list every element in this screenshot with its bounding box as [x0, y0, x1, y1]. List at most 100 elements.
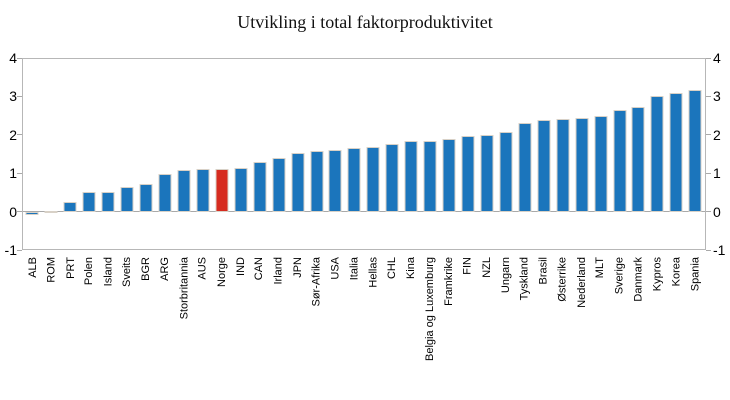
- bar: [480, 135, 494, 212]
- bar-slot: [175, 59, 194, 249]
- x-tick-label: Nederland: [575, 257, 588, 308]
- bar: [461, 136, 475, 212]
- bar: [575, 117, 589, 212]
- bar-slot: [402, 59, 421, 249]
- y-tick-right: [706, 211, 711, 213]
- bar-slot: [496, 59, 515, 249]
- x-tick-label: AUS: [196, 257, 209, 280]
- bar: [650, 95, 664, 212]
- bar-slot: [42, 59, 61, 249]
- bar-slot: [212, 59, 231, 249]
- bar: [272, 157, 286, 212]
- bar: [82, 192, 96, 212]
- x-label-slot: Island: [99, 257, 118, 397]
- bar: [385, 144, 399, 212]
- x-tick-label: Korea: [670, 257, 683, 287]
- x-tick-label: Hellas: [367, 257, 380, 288]
- y-tick-label-right: 3: [713, 88, 721, 105]
- bar: [669, 93, 683, 212]
- bar-slot: [288, 59, 307, 249]
- x-label-slot: Danmark: [629, 257, 648, 397]
- x-tick-label: ROM: [45, 257, 58, 283]
- bar-slot: [23, 59, 42, 249]
- y-tick-label-right: 0: [713, 203, 721, 220]
- x-label-slot: IND: [231, 257, 250, 397]
- x-label-slot: MLT: [591, 257, 610, 397]
- bar: [688, 89, 702, 212]
- y-tick-label-right: -1: [713, 242, 726, 258]
- y-tick-label-left: 3: [9, 88, 17, 105]
- y-tick-left: [17, 95, 22, 97]
- bar-slot: [478, 59, 497, 249]
- x-tick-label: CAN: [253, 257, 266, 281]
- bar-slot: [307, 59, 326, 249]
- x-tick-label: Belgia og Luxemburg: [424, 257, 437, 361]
- bar-slot: [553, 59, 572, 249]
- x-label-slot: Norge: [212, 257, 231, 397]
- bar-slot: [440, 59, 459, 249]
- bar: [537, 119, 551, 212]
- bar-slot: [591, 59, 610, 249]
- x-tick-label: IND: [234, 257, 247, 276]
- y-tick-label-left: 2: [9, 126, 17, 143]
- y-tick-label-left: 4: [9, 50, 17, 66]
- x-tick-label: Sveits: [121, 257, 134, 287]
- bar-slot: [364, 59, 383, 249]
- y-tick-left: [17, 249, 22, 251]
- x-label-slot: Østerrike: [553, 257, 572, 397]
- x-tick-label: Tyskland: [518, 257, 531, 301]
- x-label-slot: Tyskland: [515, 257, 534, 397]
- x-label-slot: ROM: [42, 257, 61, 397]
- bar-slot: [667, 59, 686, 249]
- x-tick-label: BGR: [140, 257, 153, 281]
- bar: [120, 187, 134, 212]
- bar-slot: [345, 59, 364, 249]
- y-tick-left: [17, 57, 22, 59]
- bar-slot: [383, 59, 402, 249]
- bar-highlight: [215, 168, 229, 212]
- plot-area: [22, 58, 706, 250]
- x-label-slot: Ungarn: [496, 257, 515, 397]
- x-label-slot: PRT: [61, 257, 80, 397]
- bar: [613, 109, 627, 212]
- x-tick-label: Island: [102, 257, 115, 287]
- x-tick-label: Irland: [272, 257, 285, 285]
- bar: [139, 183, 153, 212]
- bar: [44, 210, 58, 213]
- bar: [518, 122, 532, 212]
- y-tick-left: [17, 134, 22, 136]
- bar-slot: [137, 59, 156, 249]
- x-tick-label: Brasil: [537, 257, 550, 285]
- y-tick-label-left: 1: [9, 165, 17, 182]
- x-label-slot: BGR: [137, 257, 156, 397]
- x-label-slot: Korea: [667, 257, 686, 397]
- bar-slot: [629, 59, 648, 249]
- bar-slot: [99, 59, 118, 249]
- x-label-slot: Storbritannia: [175, 257, 194, 397]
- x-tick-label: NZL: [480, 257, 493, 278]
- zero-axis-line: [23, 211, 705, 213]
- x-tick-label: Kina: [405, 257, 418, 280]
- bar-slot: [193, 59, 212, 249]
- bar: [423, 140, 437, 212]
- x-label-slot: USA: [326, 257, 345, 397]
- bar-slot: [231, 59, 250, 249]
- bar-slot: [61, 59, 80, 249]
- x-tick-label: PRT: [64, 257, 77, 279]
- x-label-slot: Belgia og Luxemburg: [421, 257, 440, 397]
- x-label-slot: Irland: [269, 257, 288, 397]
- bar-slot: [534, 59, 553, 249]
- x-label-slot: Hellas: [364, 257, 383, 397]
- x-tick-label: Italia: [348, 257, 361, 281]
- bar: [631, 107, 645, 212]
- bar: [25, 211, 39, 215]
- bar: [101, 191, 115, 212]
- bar: [234, 167, 248, 212]
- x-tick-label: Kypros: [651, 257, 664, 292]
- x-tick-label: FIN: [462, 257, 475, 275]
- y-tick-label-right: 4: [713, 50, 721, 66]
- bar-slot: [250, 59, 269, 249]
- bar-slot: [515, 59, 534, 249]
- x-label-slot: Polen: [80, 257, 99, 397]
